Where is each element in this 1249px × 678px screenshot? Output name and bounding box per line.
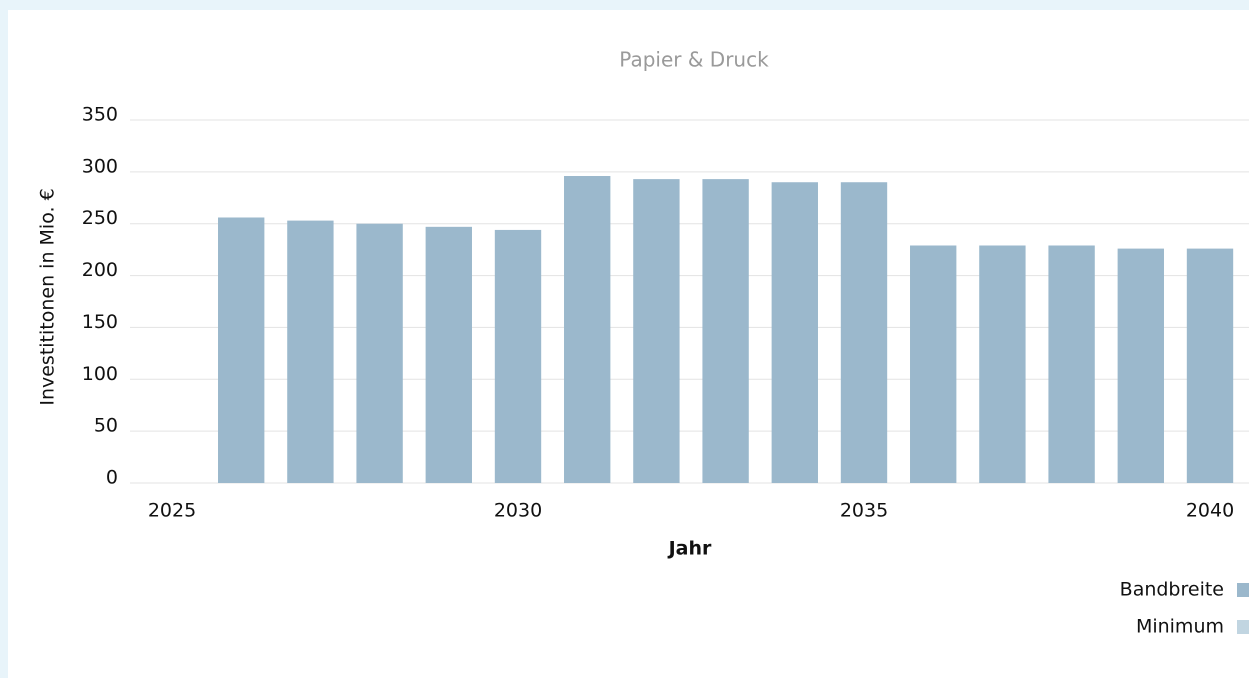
bar — [702, 179, 749, 484]
bar — [356, 223, 403, 483]
bar — [633, 179, 680, 484]
bar — [910, 245, 957, 483]
x-axis-title: Jahr — [667, 538, 712, 560]
y-tick-label: 300 — [82, 155, 118, 177]
bar — [771, 182, 818, 483]
panel — [8, 10, 1249, 678]
bar — [1117, 248, 1164, 483]
bar — [218, 217, 265, 483]
legend-label: Minimum — [1136, 616, 1224, 638]
x-tick-label: 2035 — [840, 500, 888, 522]
x-tick-label: 2030 — [494, 500, 542, 522]
bar — [425, 226, 472, 483]
bar — [287, 220, 334, 484]
legend-swatch — [1237, 620, 1249, 634]
y-tick-label: 250 — [82, 207, 118, 229]
y-tick-label: 350 — [82, 104, 118, 126]
bar — [494, 229, 542, 483]
bar — [979, 245, 1026, 483]
bar — [1186, 248, 1234, 483]
bar — [564, 176, 611, 483]
y-tick-label: 100 — [82, 363, 118, 385]
y-axis-title: Investititonen in Mio. € — [37, 188, 59, 405]
y-tick-label: 200 — [82, 259, 118, 281]
bar — [840, 182, 888, 483]
y-tick-label: 0 — [106, 467, 118, 489]
y-tick-label: 150 — [82, 311, 118, 333]
y-tick-label: 50 — [94, 415, 118, 437]
legend-label: Bandbreite — [1120, 579, 1224, 601]
chart-title: Papier & Druck — [619, 48, 769, 72]
bar — [1048, 245, 1095, 483]
x-tick-label: 2040 — [1186, 500, 1234, 522]
legend-swatch — [1237, 583, 1249, 597]
x-tick-label: 2025 — [148, 500, 196, 522]
